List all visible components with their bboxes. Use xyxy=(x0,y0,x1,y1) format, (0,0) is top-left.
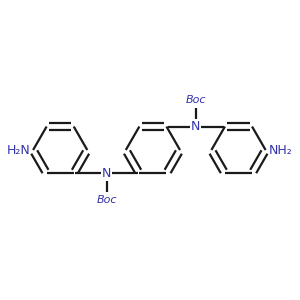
Text: N: N xyxy=(102,167,111,180)
Text: Boc: Boc xyxy=(185,95,206,105)
Text: NH₂: NH₂ xyxy=(268,143,292,157)
Text: H₂N: H₂N xyxy=(7,143,30,157)
Text: Boc: Boc xyxy=(96,195,117,205)
Text: N: N xyxy=(191,120,200,133)
